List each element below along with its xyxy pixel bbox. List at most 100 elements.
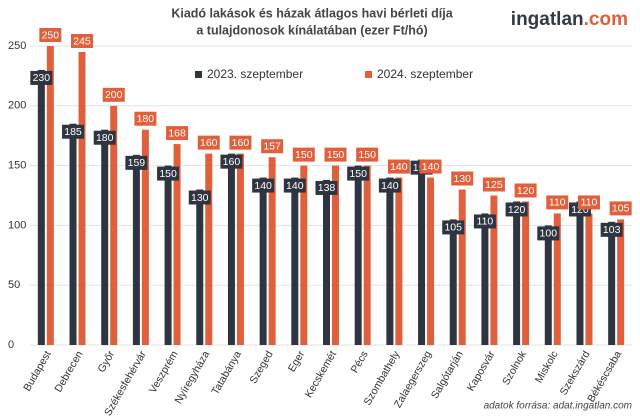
bar [427,177,435,345]
value-label-box [600,222,623,237]
bar [418,159,426,345]
bar [449,219,457,345]
bar [458,189,466,345]
value-label: 140 [381,180,399,192]
bar [490,195,498,345]
value-label: 159 [128,157,146,169]
bar [300,165,308,345]
value-label-box [315,180,338,195]
bar [332,165,339,345]
bar [196,189,204,345]
chart-title: Kiadó lakások és házak átlagos havi bérl… [171,6,453,20]
bar [386,177,394,345]
source-note: adatok forrása: adat.ingatlan.com [484,401,632,412]
brand-logo: ingatlan.com [511,9,628,30]
bar [132,154,140,345]
value-label-box [442,220,465,235]
value-label-box [609,201,632,216]
bar [268,157,276,345]
bar [481,213,489,345]
value-label: 150 [159,168,177,180]
x-tick-label: Eger [286,348,308,374]
x-tick-label: Szeged [247,349,275,386]
value-label: 130 [191,192,209,204]
legend-label: 2023. szeptember [207,67,303,81]
bar [395,177,403,345]
bar [585,213,593,345]
value-label-box [125,155,148,170]
y-tick-label: 200 [8,100,26,112]
bar [236,153,244,345]
bar [617,219,625,345]
value-label-box [537,226,560,241]
value-label: 110 [477,216,494,228]
value-label-box [473,214,496,229]
value-label-box [451,171,474,186]
value-label: 120 [517,185,535,197]
value-label-box [419,159,442,174]
y-tick-label: 100 [8,219,26,231]
value-label: 110 [581,197,598,209]
bar [576,201,584,345]
value-label: 250 [42,29,60,41]
value-label: 150 [295,149,313,161]
x-tick-label: Kecskemét [303,349,339,400]
x-tick-label: Szekszárd [558,349,593,398]
value-label: 125 [485,179,503,191]
bar [164,165,172,345]
value-label: 120 [508,204,526,216]
bar [544,225,552,345]
bar [37,69,45,346]
value-label: 180 [96,132,114,144]
bar [78,51,86,345]
value-label: 103 [603,224,621,236]
bar [354,165,362,345]
value-label-box [378,178,401,193]
bar [323,179,330,345]
value-label: 150 [327,149,345,161]
value-label: 138 [318,182,336,194]
y-tick-label: 0 [8,339,14,351]
value-label-box [157,166,180,181]
x-tick-label: Pécs [349,349,371,375]
value-label: 140 [254,180,272,192]
value-label-box [93,130,116,145]
value-label-box [356,147,379,162]
x-tick-label: Veszprém [147,349,181,396]
x-tick-label: Kaposvár [465,348,498,393]
value-label: 150 [349,168,367,180]
value-label: 160 [223,156,241,168]
bar [608,221,616,345]
bar [141,129,149,345]
bar [69,123,77,346]
value-label: 100 [540,228,558,240]
value-label-box [30,70,53,85]
value-label: 230 [33,72,51,84]
value-label: 200 [105,89,123,101]
value-label: 245 [73,35,91,47]
legend-swatch [365,71,372,78]
legend-swatch [195,71,202,78]
legend-label: 2024. szeptember [377,67,473,81]
value-label-box [292,147,315,162]
brand-suffix: .com [584,9,628,30]
x-tick-label: Budapest [21,349,54,393]
bar [363,165,371,345]
brand-name: ingatlan [511,9,584,30]
value-label-box [261,139,284,154]
value-label-box [166,126,189,141]
value-label: 105 [612,203,630,215]
y-tick-label: 150 [8,160,26,172]
x-tick-label: Győr [95,348,117,374]
y-tick-label: 250 [8,40,26,52]
value-label: 185 [64,126,82,138]
value-label-box [505,202,528,217]
value-label: 130 [453,173,471,185]
value-label: 140 [286,180,304,192]
value-label-box [220,154,243,169]
value-label-box [71,33,94,48]
bar [522,201,530,345]
value-label-box [102,87,125,102]
value-label-box [62,124,85,139]
